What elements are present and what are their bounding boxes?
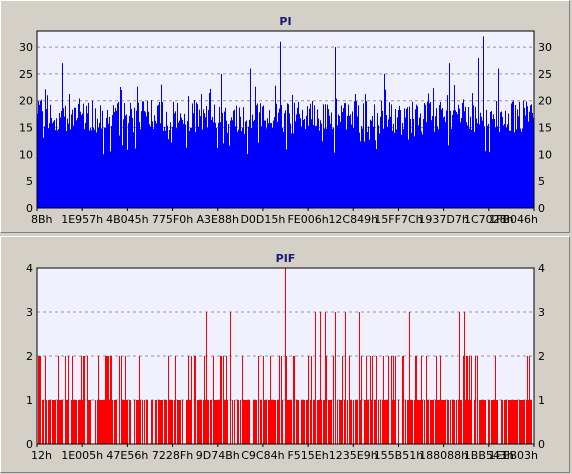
x-tick-label: 4B045h (106, 213, 149, 226)
x-tick-label: 155B51h (374, 449, 424, 462)
x-tick-label: 1BB543h (464, 449, 514, 462)
x-tick-label: 1EEB03h (489, 449, 538, 462)
pif-chart: PIF 0 0 1 1 2 2 3 3 4 4 12h 1E005h 47E56h 7228Fh 9D74Bh… (26, 252, 545, 462)
y-tick-label-right: 10 (538, 148, 552, 161)
y-tick-label-left: 2 (26, 350, 33, 363)
x-tick-label: 7228Fh (152, 449, 193, 462)
x-tick-label: 15FF7Ch (374, 213, 422, 226)
y-tick-label-right: 5 (538, 175, 545, 188)
y-tick-label-left: 3 (26, 306, 33, 319)
y-tick-label-left: 15 (19, 122, 33, 135)
x-tick-label: 1C7028h (464, 213, 514, 226)
y-tick-label-left: 20 (19, 95, 33, 108)
chart-title: PIF (276, 252, 296, 265)
x-tick-label: A3E88h (197, 213, 239, 226)
pi-chart: PI 0 0 5 5 10 10 15 15 20 20 25 25 30 30 8Bh 1E957h 4B045… (19, 15, 552, 226)
pi-bars (37, 36, 534, 209)
y-tick-label-left: 0 (26, 438, 33, 451)
plot-frame (36, 30, 535, 209)
y-tick-label-left: 10 (19, 148, 33, 161)
y-tick-label-left: 0 (26, 202, 33, 215)
y-tick-label-right: 25 (538, 68, 552, 81)
pif-chart-panel: PIF 0 0 1 1 2 2 3 3 4 4 12h 1E005h 47E56h 7228Fh 9D74Bh… (0, 236, 570, 473)
y-tick-label-left: 4 (26, 262, 33, 275)
x-tick-label: F515Eh (287, 449, 328, 462)
x-tick-label: 47E56h (106, 449, 148, 462)
x-tick-label: FE006h (287, 213, 328, 226)
x-tick-label: 8Bh (31, 213, 53, 226)
x-tick-label: 1FB046h (489, 213, 538, 226)
x-tick-label: 12h (31, 449, 52, 462)
y-tick-label-right: 0 (538, 202, 545, 215)
bar-series (37, 36, 534, 209)
y-tick-label-right: 1 (538, 394, 545, 407)
chart-title: PI (279, 15, 291, 28)
y-tick-label-left: 1 (26, 394, 33, 407)
x-tick-label: 1937D7h (418, 213, 468, 226)
pi-chart-panel: PI 0 0 5 5 10 10 15 15 20 20 25 25 30 30 8Bh 1E957h 4B045… (0, 0, 570, 233)
x-tick-label: 1E005h (61, 449, 103, 462)
x-tick-label: C9C84h (241, 449, 284, 462)
y-tick-label-right: 20 (538, 95, 552, 108)
x-tick-label: 775F0h (152, 213, 193, 226)
y-tick-label-right: 30 (538, 41, 552, 54)
y-tick-label-left: 5 (26, 175, 33, 188)
y-tick-label-right: 15 (538, 122, 552, 135)
y-tick-label-left: 30 (19, 41, 33, 54)
x-tick-label: 9D74Bh (196, 449, 240, 462)
y-tick-label-right: 0 (538, 438, 545, 451)
x-tick-label: 188088h (419, 449, 468, 462)
bar-series (38, 268, 532, 444)
y-tick-label-left: 25 (19, 68, 33, 81)
plot-frame (36, 267, 535, 445)
y-tick-label-right: 3 (538, 306, 545, 319)
x-tick-label: D0D15h (240, 213, 285, 226)
x-tick-label: 1235E9h (329, 449, 378, 462)
x-tick-label: 1E957h (61, 213, 103, 226)
y-tick-label-right: 2 (538, 350, 545, 363)
y-tick-label-right: 4 (538, 262, 545, 275)
x-tick-label: 12C849h (328, 213, 378, 226)
